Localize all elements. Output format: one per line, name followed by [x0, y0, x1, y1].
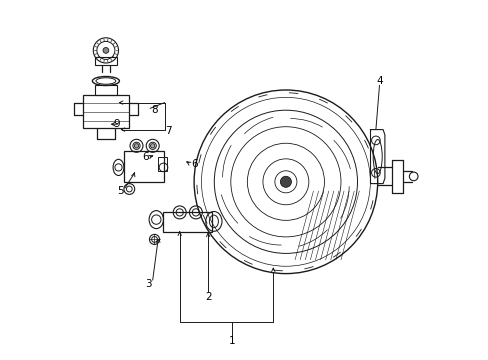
Circle shape	[134, 144, 139, 148]
Text: 2: 2	[205, 292, 211, 302]
Text: 4: 4	[375, 76, 382, 86]
Text: 8: 8	[151, 105, 158, 115]
Text: 9: 9	[113, 119, 120, 129]
Bar	[95, 85, 117, 95]
Circle shape	[103, 48, 108, 53]
Text: 6: 6	[190, 159, 197, 169]
Circle shape	[280, 176, 291, 187]
Bar	[123, 151, 163, 182]
Text: 7: 7	[165, 126, 172, 136]
Bar	[82, 95, 129, 128]
Text: 6: 6	[142, 152, 148, 162]
Text: 5: 5	[117, 186, 123, 196]
Bar	[163, 212, 212, 232]
Bar	[158, 157, 167, 171]
Circle shape	[150, 144, 155, 148]
Text: 3: 3	[144, 279, 151, 289]
Bar	[95, 57, 117, 65]
Text: 1: 1	[228, 336, 235, 346]
